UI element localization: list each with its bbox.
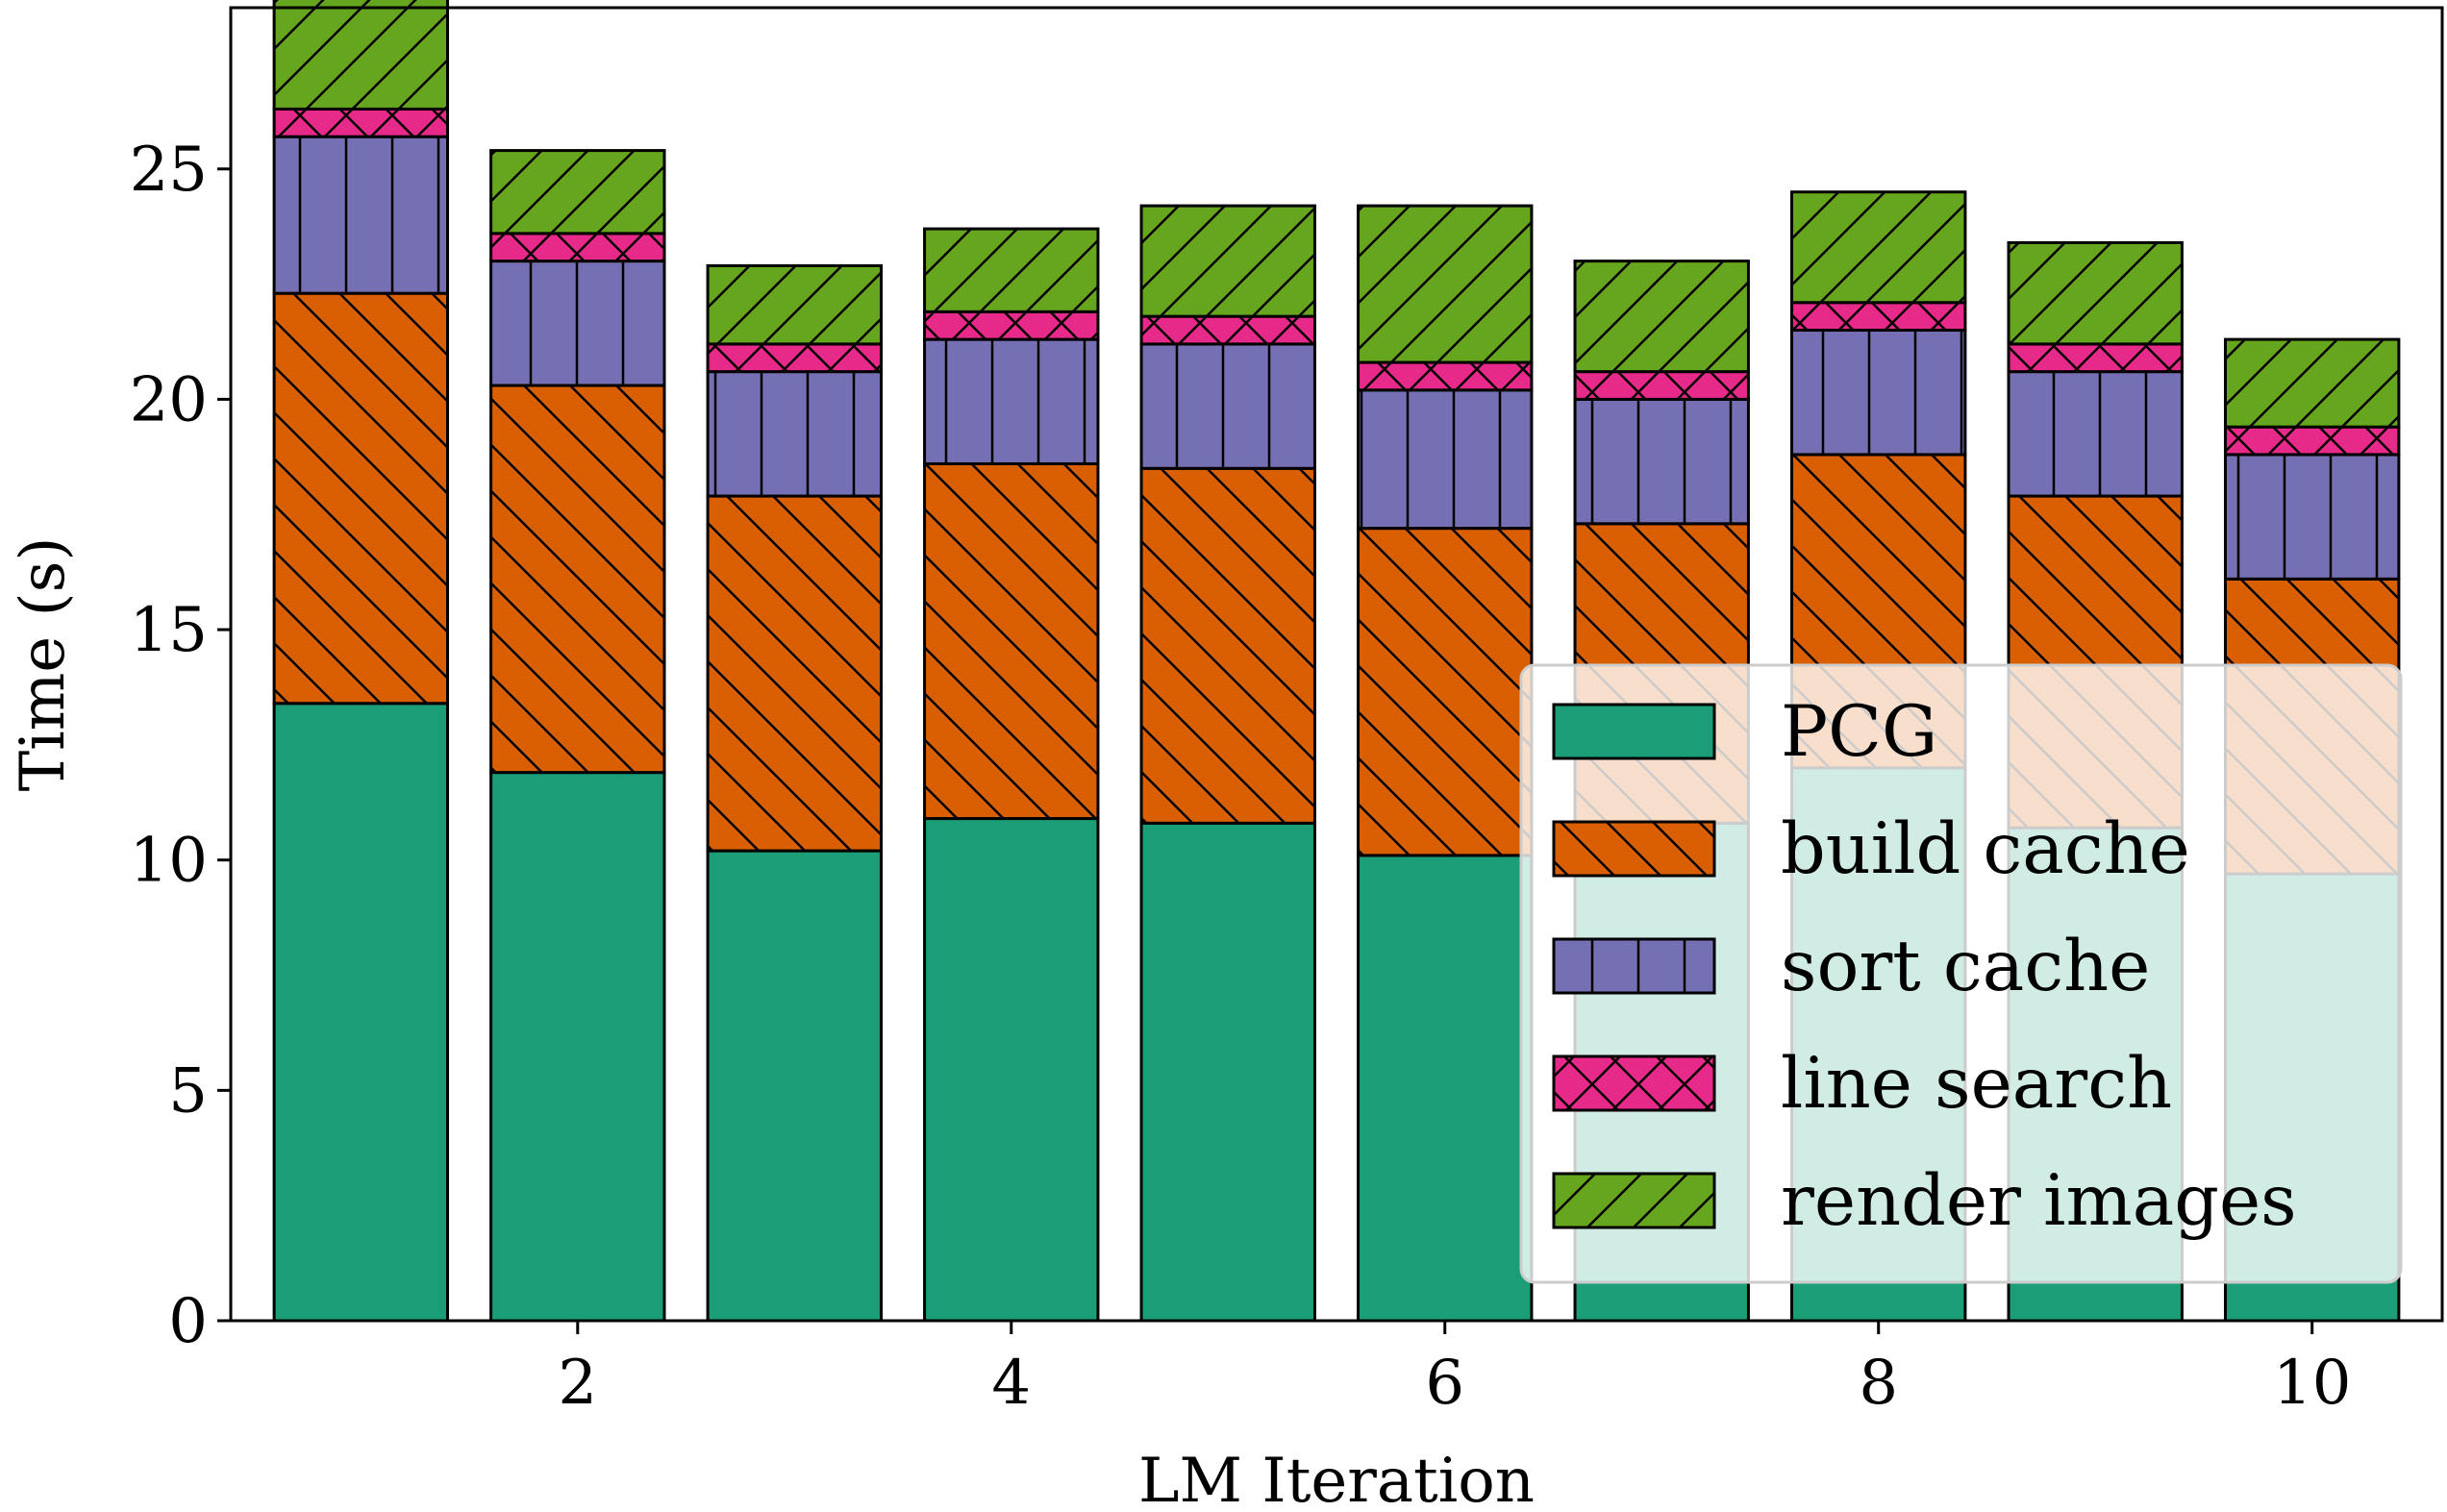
x-tick-label: 2 (558, 1348, 597, 1419)
y-axis: 0 5 10 15 20 25 (130, 135, 231, 1357)
x-tick-label: 10 (2273, 1348, 2351, 1419)
bar-render-images-iter-4 (923, 227, 1100, 313)
bar-sort-cache-iter-1 (272, 135, 449, 295)
legend-swatch-build-cache (1552, 820, 1716, 878)
legend-label: build cache (1781, 808, 2190, 890)
bar-line-search-iter-4 (923, 310, 1100, 341)
x-axis: 2 4 6 8 10 (558, 1321, 2351, 1419)
bar-line-search-iter-3 (706, 342, 883, 374)
bar-sort-cache-iter-4 (923, 337, 1100, 466)
y-tick-label: 0 (168, 1286, 208, 1357)
y-tick-label: 15 (130, 595, 208, 666)
bar-sort-cache-iter-5 (1139, 342, 1316, 470)
bar-pcg-iter-5 (1139, 821, 1316, 1323)
bar-build-cache-iter-4 (923, 462, 1100, 821)
bar-line-search-iter-2 (489, 232, 666, 263)
x-tick-label: 4 (991, 1348, 1031, 1419)
bar-sort-cache-iter-9 (2007, 370, 2184, 498)
bar-line-search-iter-1 (272, 107, 449, 138)
bar-line-search-iter-8 (1790, 301, 1967, 333)
bar-render-images-iter-9 (2007, 240, 2184, 346)
bar-render-images-iter-5 (1139, 204, 1316, 318)
x-axis-label: LM Iteration (1138, 1446, 1535, 1512)
x-tick-label: 8 (1859, 1348, 1898, 1419)
bar-pcg-iter-2 (489, 771, 666, 1323)
bar-render-images-iter-8 (1790, 190, 1967, 305)
y-axis-label: Time (s) (8, 537, 79, 792)
bar-render-images-iter-6 (1357, 204, 1534, 364)
bar-sort-cache-iter-10 (2224, 453, 2401, 581)
bar-render-images-iter-1 (272, 0, 449, 111)
x-tick-label: 6 (1425, 1348, 1464, 1419)
legend-swatch-sort-cache (1552, 937, 1716, 995)
bar-pcg-iter-4 (923, 817, 1100, 1323)
bar-pcg-iter-3 (706, 849, 883, 1323)
bar-line-search-iter-6 (1357, 360, 1534, 392)
y-tick-label: 25 (130, 135, 208, 206)
legend-box (1519, 663, 2403, 1284)
bar-sort-cache-iter-7 (1573, 397, 1750, 526)
legend: PCG build cache sort cache line search rende… (1519, 663, 2403, 1284)
y-tick-label: 10 (130, 826, 208, 897)
bar-render-images-iter-3 (706, 263, 883, 346)
bar-build-cache-iter-1 (272, 291, 449, 706)
legend-label: render images (1781, 1160, 2297, 1242)
bar-line-search-iter-7 (1573, 370, 1750, 401)
bar-build-cache-iter-2 (489, 384, 666, 775)
bar-sort-cache-iter-2 (489, 260, 666, 387)
bar-build-cache-iter-6 (1357, 527, 1534, 857)
legend-label: line search (1781, 1043, 2172, 1125)
bar-line-search-iter-9 (2007, 342, 2184, 374)
bar-render-images-iter-10 (2224, 337, 2401, 429)
bar-sort-cache-iter-3 (706, 370, 883, 498)
y-tick-label: 5 (168, 1055, 208, 1127)
bar-pcg-iter-6 (1357, 854, 1534, 1323)
bar-build-cache-iter-3 (706, 494, 883, 853)
bar-render-images-iter-7 (1573, 260, 1750, 374)
legend-label: PCG (1781, 691, 1937, 773)
bar-line-search-iter-10 (2224, 425, 2401, 457)
plot-area-frame (229, 6, 2444, 1323)
bar-build-cache-iter-5 (1139, 466, 1316, 825)
bar-sort-cache-iter-8 (1790, 329, 1967, 457)
bar-pcg-iter-1 (272, 702, 449, 1323)
bar-render-images-iter-2 (489, 149, 666, 235)
legend-swatch-line-search (1552, 1054, 1716, 1112)
y-tick-label: 20 (130, 364, 208, 435)
legend-swatch-render-images (1552, 1172, 1716, 1229)
legend-label: sort cache (1781, 926, 2150, 1007)
legend-swatch-pcg (1552, 703, 1716, 760)
bar-line-search-iter-5 (1139, 314, 1316, 346)
bar-sort-cache-iter-6 (1357, 388, 1534, 531)
